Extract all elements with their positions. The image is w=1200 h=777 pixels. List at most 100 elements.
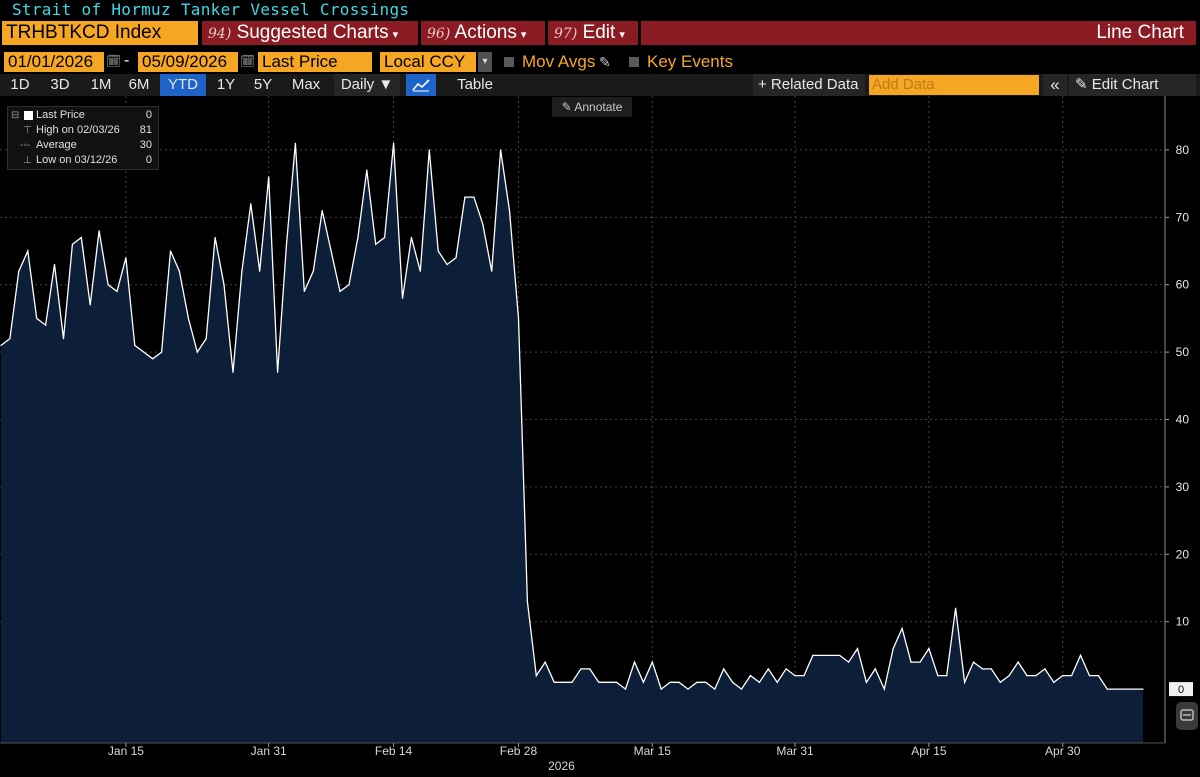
- data-point: [285, 243, 288, 245]
- data-point: [767, 668, 769, 670]
- year-label: 2026: [548, 759, 575, 773]
- data-point: [205, 338, 207, 340]
- range-5y[interactable]: 5Y: [253, 76, 273, 93]
- data-point: [749, 675, 752, 677]
- annotate-button[interactable]: ✎ Annotate: [552, 97, 632, 117]
- data-point: [143, 351, 145, 353]
- calendar-icon[interactable]: 🗓: [106, 54, 122, 68]
- range-max[interactable]: Max: [291, 76, 321, 93]
- add-data-input[interactable]: Add Data: [869, 75, 1039, 95]
- data-point: [535, 675, 537, 677]
- suggested-charts-menu[interactable]: 94) Suggested Charts ▾: [202, 21, 418, 45]
- data-point: [241, 270, 243, 272]
- y-tick-label: 10: [1176, 615, 1190, 629]
- data-point: [401, 297, 404, 299]
- chevron-down-icon[interactable]: ▾: [478, 52, 492, 72]
- data-point: [660, 688, 662, 690]
- data-point: [1026, 675, 1028, 677]
- range-1m[interactable]: 1M: [90, 76, 112, 93]
- high-marker-icon: ⊤: [23, 125, 32, 136]
- mov-avgs-label[interactable]: Mov Avgs: [522, 52, 596, 71]
- data-point: [946, 675, 948, 677]
- actions-menu[interactable]: 96) Actions ▾: [421, 21, 545, 45]
- data-point: [812, 654, 814, 657]
- data-point: [624, 688, 627, 690]
- data-point: [437, 250, 439, 252]
- data-point: [303, 290, 305, 292]
- x-tick-label: Feb 28: [500, 744, 538, 758]
- data-point: [250, 203, 252, 205]
- price-chart[interactable]: 10 20 30 40 50 60 70 80 Jan 15 Jan 31 Feb 14 Feb 2…: [0, 96, 1200, 777]
- range-6m[interactable]: 6M: [128, 76, 150, 93]
- chart-grid: [0, 96, 1165, 743]
- data-point: [981, 668, 984, 670]
- data-point: [732, 681, 734, 683]
- pencil-icon[interactable]: ✎: [599, 54, 611, 70]
- mov-avgs-checkbox[interactable]: [504, 57, 514, 67]
- data-point: [571, 681, 573, 683]
- range-1d[interactable]: 1D: [10, 76, 30, 93]
- data-point: [687, 688, 689, 690]
- data-point: [714, 688, 716, 690]
- x-tick-label: Jan 31: [251, 744, 287, 758]
- calendar-icon[interactable]: 🗓: [240, 54, 256, 68]
- data-point: [1079, 654, 1082, 657]
- data-point: [1133, 688, 1135, 690]
- range-ytd[interactable]: YTD: [160, 74, 206, 96]
- data-point: [1062, 675, 1064, 677]
- data-point: [178, 270, 180, 272]
- chevron-down-icon: ▾: [392, 29, 399, 41]
- scroll-down-button[interactable]: [1176, 702, 1198, 730]
- data-point: [134, 344, 136, 346]
- data-point: [53, 263, 56, 266]
- line-chart-icon[interactable]: [406, 74, 436, 96]
- data-point: [45, 324, 47, 326]
- chart-legend: ⊟ Last Price 0 ⊤ High on 02/03/26 81 -◦-…: [7, 106, 159, 170]
- table-button[interactable]: Table: [457, 76, 493, 93]
- legend-value: 81: [139, 124, 152, 136]
- chart-toolbar: 1D 3D 1M 6M YTD 1Y 5Y Max Daily ▼ Table …: [0, 74, 1200, 96]
- legend-value: 0: [145, 154, 152, 166]
- data-point: [116, 290, 118, 292]
- data-point: [1044, 668, 1046, 670]
- legend-average: -◦- Average 30: [8, 138, 158, 153]
- collapse-icon[interactable]: «: [1043, 74, 1067, 96]
- end-date-field[interactable]: 05/09/2026: [138, 52, 238, 72]
- y-tick-label: 30: [1176, 480, 1190, 494]
- edit-chart-label: Edit Chart: [1091, 76, 1159, 93]
- data-point: [955, 607, 957, 609]
- related-data-button[interactable]: + Related Data: [753, 74, 865, 96]
- chart-type-label[interactable]: Line Chart: [641, 21, 1196, 45]
- last-value-label: 0: [1178, 684, 1184, 696]
- data-point: [1035, 675, 1037, 677]
- edit-chart-button[interactable]: ✎ Edit Chart: [1069, 74, 1196, 96]
- data-point: [500, 149, 502, 151]
- data-point: [268, 176, 270, 178]
- data-point: [1088, 675, 1091, 677]
- key-events-label[interactable]: Key Events: [647, 52, 733, 71]
- legend-low: ⊥ Low on 03/12/26 0: [8, 153, 158, 168]
- data-point: [455, 257, 457, 259]
- parameter-row: 01/01/2026 🗓 05/09/2026 🗓 Last Price Loc…: [0, 50, 1200, 74]
- edit-menu[interactable]: 97) Edit ▾: [548, 21, 638, 45]
- legend-label: Low on 03/12/26: [36, 154, 118, 166]
- data-point: [544, 661, 546, 663]
- data-point: [892, 648, 894, 650]
- chevron-down-icon: ▾: [520, 29, 527, 41]
- last-value-marker: 0: [1169, 682, 1193, 697]
- data-point: [865, 681, 868, 683]
- expand-icon: ⊟: [11, 110, 20, 121]
- frequency-select[interactable]: Daily ▼: [334, 74, 400, 96]
- y-tick-label: 20: [1176, 547, 1190, 561]
- data-point: [446, 263, 448, 266]
- start-date-field[interactable]: 01/01/2026: [4, 52, 104, 72]
- currency-select[interactable]: Local CCY: [380, 52, 476, 72]
- field-select[interactable]: Last Price: [258, 52, 372, 72]
- range-1y[interactable]: 1Y: [216, 76, 236, 93]
- range-3d[interactable]: 3D: [50, 76, 70, 93]
- ticker-field[interactable]: TRHBTKCD Index: [2, 21, 198, 45]
- data-point: [393, 142, 395, 144]
- command-bar: TRHBTKCD Index 94) Suggested Charts ▾ 96)…: [0, 20, 1200, 46]
- data-point: [375, 243, 377, 245]
- key-events-checkbox[interactable]: [629, 57, 639, 67]
